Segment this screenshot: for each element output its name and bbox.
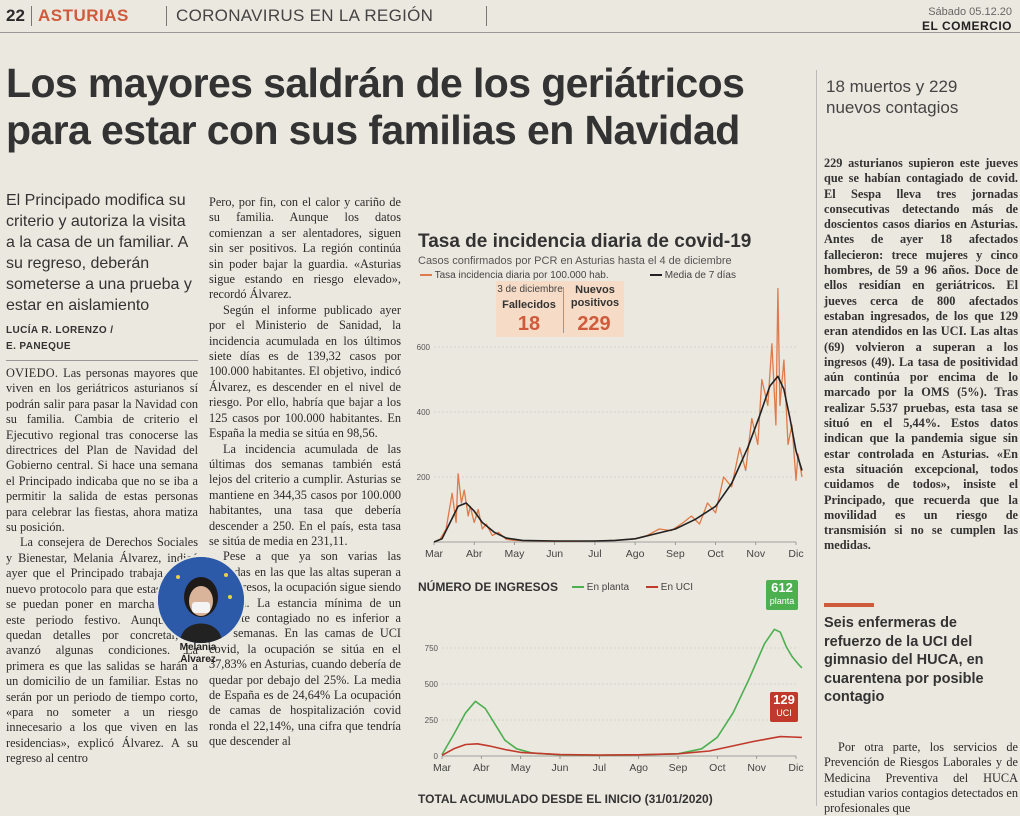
incidence-chart: 200 400 600 Mar Abr May Jun Jul Ago Sep Oct Nov Dic [417,287,804,560]
byline-rule [6,360,198,361]
article-column-2: Pero, por fin, con el calor y cariño de … [209,195,401,806]
series-line-media-de-7-d-as [433,375,803,543]
x-tick-label: May [505,548,526,560]
y-tick-label: 600 [417,343,431,352]
x-tick-label: Sep [666,548,685,560]
x-tick-label: May [511,762,532,774]
y-tick-label: 750 [425,644,439,653]
chart1-subtitle: Casos confirmados por PCR en Asturias ha… [418,255,732,267]
chart1-title: Tasa de incidencia diaria de covid-19 [418,231,752,252]
chart2-title: NÚMERO DE INGRESOS [418,580,559,594]
lede: OVIEDO. [6,366,59,380]
badge-planta: 612 planta [766,580,798,610]
x-tick-label: Sep [669,762,688,774]
divider [166,6,167,26]
highlight-deaths: 18 [517,313,541,335]
x-tick-label: Mar [425,548,444,560]
portrait-illustration [158,557,244,643]
issue-date: Sábado 05.12.20 [928,6,1012,18]
highlight-date: 3 de diciembre [497,284,563,295]
x-tick-label: Jun [546,548,563,560]
divider [486,6,487,26]
x-tick-label: Dic [788,762,803,774]
x-tick-label: Nov [747,762,766,774]
brief-body: Por otra parte, los servicios de Prevenc… [824,740,1018,816]
legend-swatch [646,586,658,589]
highlight-divider [563,287,564,333]
chart1-legend-avg: Media de 7 días [650,270,736,281]
photo-caption: Melania Álvarez [179,642,217,665]
byline-author-2: E. PANEQUE [6,341,71,352]
brief-headline: Seis enfermeras de refuerzo de la UCI de… [824,615,984,705]
article-headline: Los mayores saldrán de los geriátricos p… [6,60,745,153]
portrait-photo [156,555,246,645]
column-divider [816,70,817,806]
sidebar-headline: 18 muertos y 229 nuevos contagios [826,77,959,117]
highlight-new-cases: 229 [577,313,611,335]
highlight-label-deaths: Fallecidos [502,299,556,311]
paragraph: Pero, por fin, con el calor y cariño de … [209,195,401,302]
paragraph: La consejera de Derechos Sociales y Bien… [6,535,198,766]
sidebar-body: 229 asturianos supieron este jueves que … [824,156,1018,553]
x-tick-label: Mar [433,762,452,774]
badge-uci: 129 UCI [770,692,798,722]
highlight-label-new: Nuevos positivos [570,284,620,309]
x-tick-label: Abr [466,548,483,560]
y-tick-label: 200 [417,473,431,482]
paragraph: OVIEDO. Las personas mayores que viven e… [6,366,198,535]
highlight-box: 3 de diciembre Fallecidos 18 Nuevos posi… [496,281,624,337]
x-tick-label: Jun [552,762,569,774]
paragraph: Pese a que ya son varias las jornadas en… [209,549,401,749]
x-tick-label: Ago [629,762,648,774]
section-label: ASTURIAS [38,6,129,25]
x-tick-label: Dic [788,548,803,560]
x-tick-label: Jul [588,548,601,560]
legend-swatch [420,274,432,277]
chart1-legend-daily: Tasa incidencia diaria por 100.000 hab. [420,270,609,281]
paragraph: La incidencia acumulada de las últimas d… [209,441,401,548]
x-tick-label: Oct [709,762,725,774]
admissions-chart: 0 250 500 750 Mar Abr May Jun Jul Ago Sep Oct Nov Dic [425,628,804,774]
y-tick-label: 500 [425,680,439,689]
paragraph: Según el informe publicado ayer por el M… [209,302,401,441]
legend-swatch [650,274,662,277]
x-tick-label: Abr [473,762,490,774]
series-line-en-uci [441,735,802,757]
y-tick-label: 250 [425,716,439,725]
page-number: 22 [6,6,25,25]
x-tick-label: Oct [707,548,723,560]
divider [31,6,32,26]
newspaper-name: EL COMERCIO [922,19,1012,33]
byline-author-1: LUCÍA R. LORENZO / [6,325,114,336]
legend-swatch [572,586,584,589]
article-column-1: OVIEDO. Las personas mayores que viven e… [6,366,198,806]
subsection-label: CORONAVIRUS EN LA REGIÓN [176,6,434,25]
cumulative-chart-title: TOTAL ACUMULADO DESDE EL INICIO (31/01/2… [418,792,713,806]
series-line-tasa-incidencia-diaria-por-100-000-hab [433,287,803,543]
byline: LUCÍA R. LORENZO / E. PANEQUE [6,323,196,355]
y-tick-label: 400 [417,408,431,417]
chart2-legend-uci: En UCI [646,582,693,593]
article-deck: El Principado modifica su criterio y aut… [6,192,192,314]
chart2-legend-planta: En planta [572,582,629,593]
top-rule [0,32,1020,33]
x-tick-label: Jul [593,762,606,774]
x-tick-label: Ago [626,548,645,560]
y-tick-label: 0 [434,752,439,761]
accent-rule [824,603,874,607]
x-tick-label: Nov [746,548,765,560]
